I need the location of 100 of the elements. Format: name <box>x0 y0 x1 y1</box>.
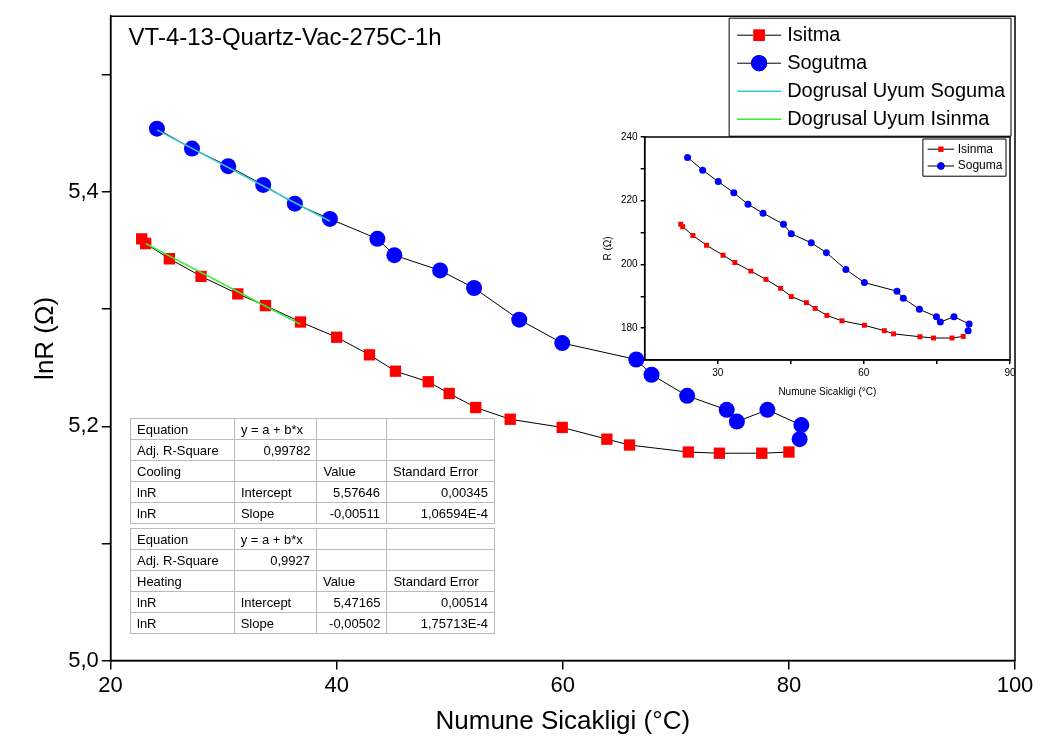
point <box>628 351 645 368</box>
annotation: -0,00502 <box>316 612 387 634</box>
point <box>763 276 769 282</box>
point <box>780 220 787 228</box>
point <box>744 200 752 208</box>
point <box>363 349 376 361</box>
annotation: y = a + b*x <box>234 528 317 550</box>
point <box>623 439 636 451</box>
annotation: Adj. R-Square <box>130 439 235 461</box>
point <box>915 305 923 313</box>
point <box>690 232 696 238</box>
annotation: Standard Error <box>386 460 495 482</box>
point <box>807 239 815 247</box>
point <box>783 446 795 458</box>
x-tick-label: 100 <box>996 671 1034 697</box>
point <box>148 120 165 137</box>
annotation: 5,47165 <box>316 591 387 613</box>
legend-label: Soguma <box>957 158 1003 173</box>
x-tick-label: 20 <box>98 671 123 697</box>
point <box>822 249 830 257</box>
legend-label: Sogutma <box>787 50 869 73</box>
point <box>321 210 338 227</box>
point <box>950 313 958 321</box>
annotation: lnR <box>130 502 235 524</box>
y-tick-label: 220 <box>621 194 639 206</box>
x-tick-label: 60 <box>550 671 576 697</box>
point <box>699 166 707 174</box>
annotation: Value <box>316 570 387 592</box>
annotation: Intercept <box>234 481 317 503</box>
point <box>684 153 692 161</box>
point <box>601 433 613 445</box>
annotation: 1,75713E-4 <box>386 612 495 634</box>
point <box>748 268 754 274</box>
point <box>386 247 403 264</box>
x-tick-label: 80 <box>776 671 802 697</box>
point <box>965 320 973 328</box>
y-axis-title: R (Ω) <box>601 236 613 261</box>
point <box>730 189 738 197</box>
annotation: Intercept <box>234 591 317 613</box>
point <box>893 287 901 295</box>
annotation: y = a + b*x <box>234 418 317 440</box>
point <box>881 328 887 334</box>
point <box>389 365 402 377</box>
point <box>466 280 483 297</box>
point <box>803 300 809 306</box>
annotation: Value <box>316 460 387 482</box>
point <box>788 294 794 300</box>
point <box>554 335 571 352</box>
legend-label: Isitma <box>787 22 842 45</box>
annotation: 0,99782 <box>234 439 317 461</box>
legend-label: Dogrusal Uyum Isinma <box>787 106 991 129</box>
point <box>932 313 940 321</box>
annotation: Standard Error <box>386 570 495 592</box>
point <box>432 262 449 279</box>
point <box>759 209 767 217</box>
point <box>443 387 455 400</box>
annotation: 0,00514 <box>386 591 495 613</box>
chart-title: VT-4-13-Quartz-Vac-275C-1h <box>128 22 442 50</box>
point <box>732 260 738 265</box>
point <box>936 318 944 326</box>
point <box>861 322 867 328</box>
point <box>682 446 694 458</box>
point <box>960 333 966 339</box>
point <box>839 318 845 324</box>
point <box>714 178 722 186</box>
point <box>917 334 923 340</box>
point <box>704 242 710 248</box>
y-tick-label: 200 <box>621 258 639 270</box>
annotation: lnR <box>130 591 235 613</box>
x-tick-label: 40 <box>324 671 349 697</box>
annotation: Equation <box>130 528 235 550</box>
point <box>720 252 726 258</box>
x-tick-label: 60 <box>858 366 870 378</box>
point <box>791 431 808 448</box>
point <box>713 447 726 459</box>
point <box>964 327 972 335</box>
annotation: 1,06594E-4 <box>386 502 495 524</box>
x-axis-title: Numune Sicakligi (°C) <box>778 385 877 397</box>
annotation: Adj. R-Square <box>130 549 235 571</box>
y-tick-label: 180 <box>621 321 639 333</box>
annotation: 0,9927 <box>234 549 317 571</box>
point <box>778 285 784 291</box>
x-tick-label: 30 <box>712 366 724 378</box>
annotation: lnR <box>130 481 235 503</box>
y-tick-label: 5,0 <box>68 646 99 672</box>
point <box>899 294 907 302</box>
point <box>759 401 776 418</box>
point <box>728 413 745 430</box>
point <box>756 447 768 459</box>
point <box>556 421 568 434</box>
point <box>824 312 830 318</box>
annotation: Slope <box>234 612 317 634</box>
point <box>891 331 897 337</box>
annotation: Equation <box>130 418 235 440</box>
annotation: lnR <box>130 612 235 634</box>
point <box>679 387 696 404</box>
point <box>793 417 810 434</box>
point <box>787 230 795 238</box>
y-tick-label: 5,2 <box>68 412 99 438</box>
point <box>294 316 307 328</box>
